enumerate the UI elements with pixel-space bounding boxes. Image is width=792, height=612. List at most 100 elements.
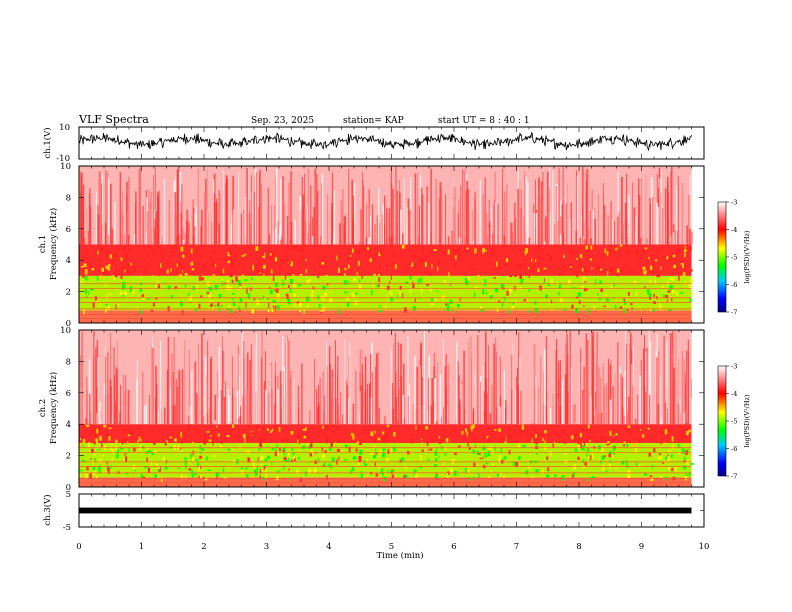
ch1-spec-speckle <box>588 248 590 251</box>
ch1-spec-speckle <box>115 264 117 269</box>
ch2-spec-speckle <box>190 453 192 459</box>
ch1-spec-streak <box>362 171 364 245</box>
ch1-spec-speckle <box>81 269 84 272</box>
ch1-spec-streak <box>134 234 136 245</box>
ch1-spec-speckle <box>229 265 231 270</box>
ch2-spec-streak <box>87 423 90 425</box>
ch2-spec-streak <box>637 394 639 425</box>
ch1-spec-streak <box>689 174 691 245</box>
ch2-spec-streak <box>621 406 624 425</box>
ch1-spec-speckle <box>250 254 252 257</box>
ch2-spec-streak <box>143 406 146 425</box>
ch1-spec-speckle <box>180 301 183 307</box>
ch2-spec-speckle <box>91 431 93 433</box>
ch2-spec-speckle <box>386 424 390 428</box>
ch2-spec-streak <box>663 335 665 425</box>
ch2-spec-streak <box>686 373 687 425</box>
ch2-spec-streak <box>493 343 495 425</box>
ch2-spec-speckle <box>146 457 148 462</box>
ch1-spec-streak <box>168 199 171 245</box>
ch2-spec-speckle <box>468 466 470 471</box>
ch1-spec-speckle <box>672 254 676 258</box>
ch1-spec-streak <box>344 215 346 245</box>
ch2-spec-streak <box>142 372 144 425</box>
ch1-spec-streak <box>258 207 260 245</box>
ch1-spec-streak <box>268 234 271 245</box>
ch1-spec-speckle <box>286 294 289 300</box>
time-tick-label: 5 <box>389 542 394 552</box>
ch2-spec-streak <box>463 409 465 425</box>
ch1-spec-speckle <box>672 290 675 294</box>
ch2-spec-streak <box>648 330 650 425</box>
ch2-spec-speckle <box>598 456 601 460</box>
ch2-spec-speckle <box>659 476 662 478</box>
ch2-spec-speckle <box>111 443 113 446</box>
ch2-spec-speckle <box>420 455 422 461</box>
ch1-spec-streak <box>363 186 364 245</box>
ch1-spec-speckle <box>195 308 197 312</box>
ch2-spec-speckle <box>509 437 513 440</box>
ch2-spec-speckle <box>179 448 182 450</box>
ch1-spec-streak <box>139 167 141 245</box>
ch2-spec-streak <box>646 347 648 425</box>
ch1-spec-speckle <box>244 253 247 256</box>
ch2-spec-speckle <box>638 464 641 467</box>
ch1-spec-speckle <box>274 257 278 262</box>
ch1-spec-streak <box>440 188 443 245</box>
ch2-spec-speckle <box>601 455 605 460</box>
ch2-spec-streak <box>136 379 138 425</box>
ch2-spec-speckle <box>565 433 567 437</box>
ch2-spec-speckle <box>450 468 454 473</box>
ch2-spec-streak <box>238 354 240 425</box>
ch1-spec-speckle <box>402 293 404 299</box>
ch2-spec-speckle <box>658 453 661 456</box>
ch1-spec-speckle <box>344 267 347 271</box>
ch1-spec-speckle <box>650 254 653 260</box>
ch2-spec-speckle <box>256 425 259 429</box>
ch1-spec-speckle <box>420 256 423 262</box>
ch2-spec-speckle <box>411 439 414 443</box>
ch2-spec-streak <box>511 390 513 425</box>
time-axis: 0 1 2 3 4 5 6 7 8 9 10 <box>76 542 709 552</box>
ch1-spec-speckle <box>583 305 585 307</box>
ch2-spec-streak <box>340 391 342 425</box>
ch1-spec-speckle <box>385 303 387 309</box>
ch1-spec-speckle <box>680 291 683 294</box>
ch1-spec-speckle <box>656 247 659 252</box>
ch2-spec-speckle <box>544 430 547 434</box>
ch1-spec-speckle <box>669 249 672 253</box>
ch2-spec-speckle <box>154 474 158 478</box>
ch1-spec-speckle <box>318 303 321 308</box>
ch1-spec-speckle <box>221 278 223 284</box>
ch1-spec-streak <box>416 173 418 245</box>
ch2-spec-speckle <box>454 452 457 455</box>
ch2-spec-speckle <box>222 467 225 473</box>
ch1-spec-streak <box>622 224 625 245</box>
ch1-spec-speckle <box>642 269 645 274</box>
ch1-spec-ytick-label: 4 <box>66 256 71 266</box>
ch2-spec-speckle <box>344 458 347 463</box>
ch1-spec-speckle <box>617 255 620 259</box>
ch2-spec-streak <box>270 405 271 425</box>
ch1-spec-speckle <box>109 254 112 259</box>
ch2-spec-speckle <box>215 474 219 477</box>
ch1-spec-speckle <box>303 309 305 315</box>
ch2-spec-streak <box>334 340 336 425</box>
ch1-spec-streak <box>195 206 197 245</box>
ch2-spec-speckle <box>374 445 376 449</box>
ch1-spec-speckle <box>286 245 290 251</box>
ch2-spec-streak <box>489 413 492 425</box>
ch1-spec-speckle <box>99 275 103 280</box>
ch1-spec-streak <box>302 194 305 245</box>
ch2-spec-speckle <box>326 439 328 444</box>
ch1-spec-streak <box>360 209 362 245</box>
ch2-spec-speckle <box>322 433 324 436</box>
ch1-spec-streak <box>280 239 282 245</box>
ch1-spec-streak <box>218 223 220 245</box>
ch2-spec-streak <box>213 410 215 425</box>
ch1-spec-speckle <box>559 273 561 276</box>
ch1-spec-speckle <box>620 268 623 272</box>
ch1-spec-speckle <box>181 269 183 273</box>
ch2-spec-streak <box>545 336 547 425</box>
